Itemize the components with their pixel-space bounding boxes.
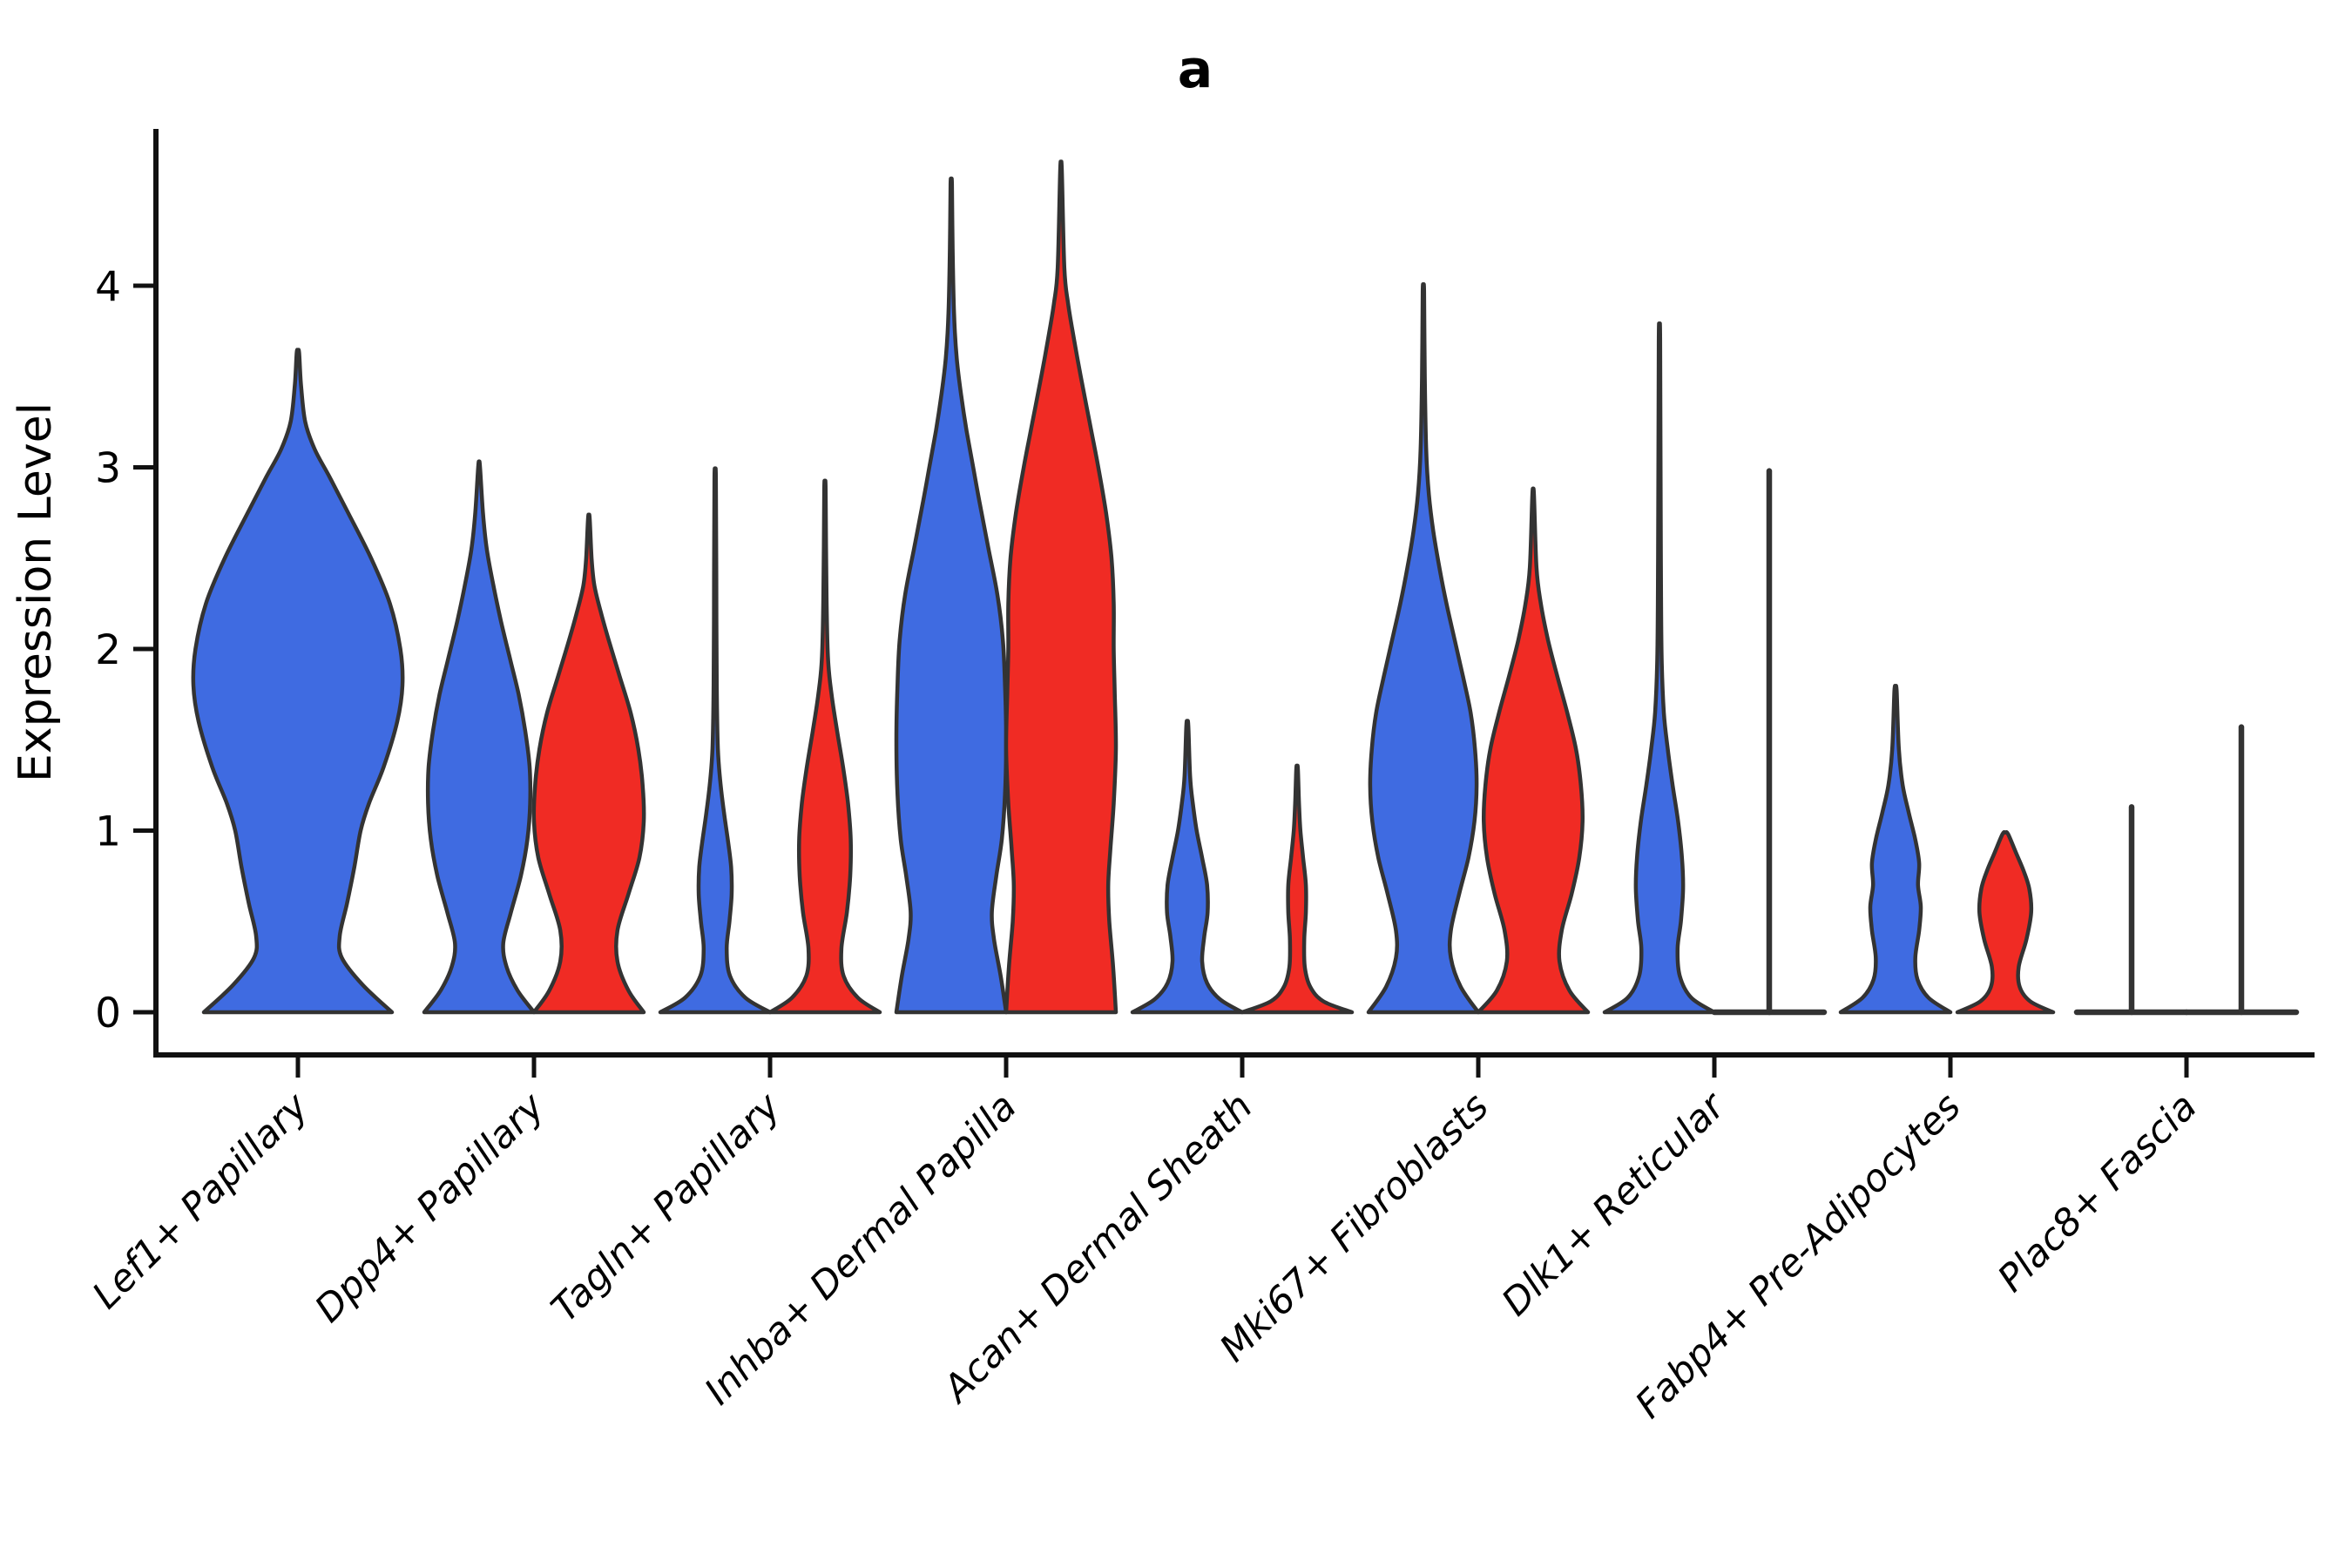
y-tick-label-4: 4 (95, 263, 121, 311)
y-tick-label-3: 3 (95, 445, 121, 493)
violin-dlk1-reticular-blue (1602, 321, 1717, 1015)
violin-tagln-papillary-blue (658, 466, 773, 1015)
violin-inhba-dermal-papilla-red (1004, 159, 1119, 1015)
x-tick-label-tagln-papillary: Tagln+ Papillary (544, 1085, 790, 1331)
violin-acan-dermal-sheath-blue (1130, 719, 1245, 1015)
x-tick-label-lef1-papillary: Lef1+ Papillary (84, 1085, 317, 1317)
violin-tagln-papillary-red (767, 478, 882, 1015)
violin-fabp4-pre-adipocytes-blue (1838, 684, 1953, 1015)
violin-mki67-fibroblasts-red (1476, 486, 1591, 1015)
y-axis-label: Expression Level (10, 402, 62, 782)
y-tick-label-2: 2 (95, 626, 121, 674)
y-tick-label-0: 0 (95, 990, 121, 1037)
x-tick-label-plac8-fascia: Plac8+ Fascia (1990, 1085, 2206, 1301)
chart-title: a (1178, 39, 1213, 100)
violins-layer (191, 159, 2300, 1016)
violin-dpp4-papillary-blue (422, 459, 537, 1015)
violin-mki67-fibroblasts-blue (1366, 282, 1481, 1015)
x-tick-label-dlk1-reticular: Dlk1+ Reticular (1494, 1084, 1735, 1325)
violin-fabp4-pre-adipocytes-red (1955, 830, 2056, 1015)
y-tick-label-1: 1 (95, 808, 121, 856)
violin-inhba-dermal-papilla-blue (894, 176, 1009, 1015)
x-tick-label-mki67-fibroblasts: Mki67+ Fibroblasts (1212, 1085, 1497, 1370)
violin-lef1-papillary-blue (191, 348, 405, 1015)
axes-layer (133, 129, 2315, 1078)
violin-acan-dermal-sheath-red (1240, 763, 1355, 1015)
violin-dpp4-papillary-red (531, 512, 646, 1015)
x-tick-label-dpp4-papillary: Dpp4+ Papillary (307, 1085, 553, 1331)
